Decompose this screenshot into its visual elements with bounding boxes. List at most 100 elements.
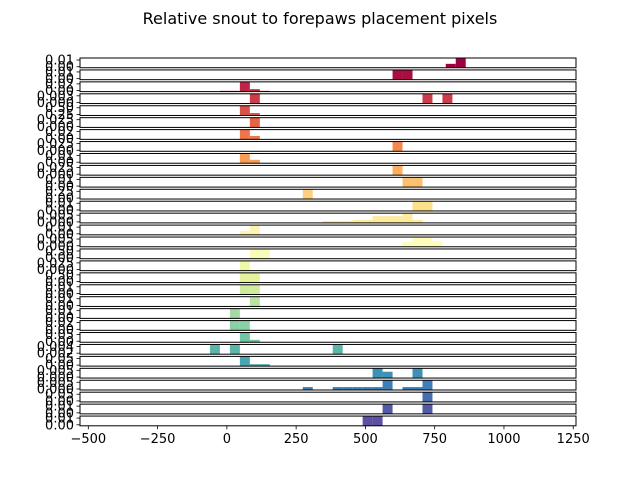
histogram-bar: [229, 320, 240, 331]
y-tick-label: 0.025: [37, 113, 74, 128]
histogram-bar: [372, 416, 383, 426]
panel-frame: [79, 200, 577, 212]
y-tick-label: 0.005: [37, 233, 74, 248]
histogram-bar: [402, 241, 413, 247]
y-tick-label: 0.01: [45, 221, 74, 236]
y-tick-label: 0.00: [45, 323, 74, 338]
y-tick-label: 0.01: [45, 149, 74, 164]
y-tick-label: 0.000: [37, 96, 74, 111]
y-tick-label: 0.05: [45, 328, 74, 343]
x-tick-label: 750: [422, 432, 447, 447]
panel-frame: [79, 272, 577, 284]
panel-frame: [79, 188, 577, 200]
x-tick-label: 500: [353, 432, 378, 447]
y-tick-label: 0.01: [45, 173, 74, 188]
panel-frame: [79, 415, 577, 427]
panel: 0.050.00: [45, 352, 577, 374]
histogram-bar: [402, 387, 413, 390]
panel-frame: [79, 284, 577, 296]
histogram-bar: [239, 230, 250, 235]
histogram-bar: [412, 237, 423, 247]
y-tick-label: 0.000: [37, 382, 74, 397]
panel-frame: [79, 367, 577, 379]
y-tick-label: 0.000: [37, 168, 74, 183]
y-tick-label: 0.00: [45, 251, 74, 266]
y-tick-label: 0.00: [45, 359, 74, 374]
histogram-bar: [372, 216, 383, 223]
y-tick-label: 0.025: [37, 256, 74, 271]
histogram-bar: [249, 89, 260, 92]
y-tick-label: 0.025: [37, 137, 74, 152]
histogram-bar: [239, 332, 250, 343]
x-tick-label: 1000: [487, 432, 520, 447]
histogram-bar: [402, 177, 413, 188]
panel: 0.010.00: [45, 173, 577, 195]
panel-frame: [79, 320, 577, 331]
histogram-bar: [455, 58, 466, 68]
y-tick-label: 0.00: [45, 275, 74, 290]
histogram-bar: [249, 135, 260, 140]
y-tick-label: 0.004: [37, 340, 74, 355]
y-tick-label: 0.00: [45, 84, 74, 99]
panel-frame: [79, 260, 577, 272]
histogram-bar: [249, 93, 260, 104]
panel: 0.010.00: [45, 65, 577, 87]
histogram-bar: [259, 364, 270, 367]
panel-frame: [79, 332, 577, 343]
panel-frame: [79, 296, 577, 307]
y-tick-label: 0.025: [37, 161, 74, 176]
histogram-bar: [412, 219, 423, 223]
histogram-bar: [249, 296, 260, 307]
histogram-bar: [239, 260, 250, 271]
histogram-bar: [249, 159, 260, 164]
panel-frame: [79, 212, 577, 224]
y-tick-label: 0.000: [37, 120, 74, 135]
panel: 0.050.00: [45, 388, 577, 409]
histogram-bar: [249, 339, 260, 343]
panel-frame: [79, 379, 577, 391]
histogram-bar: [332, 344, 343, 355]
y-tick-label: 0.01: [45, 280, 74, 295]
histogram-bar: [249, 117, 260, 128]
y-tick-label: 0.00: [45, 406, 74, 421]
y-tick-label: 0.02: [45, 77, 74, 92]
y-tick-label: 0.25: [45, 108, 74, 123]
y-tick-label: 0.00: [45, 311, 74, 326]
panel: 0.250.00: [45, 185, 577, 207]
histogram-bar: [402, 69, 413, 80]
x-tick-label: −250: [140, 432, 176, 447]
histogram-bar: [422, 404, 433, 414]
histogram-bar: [382, 371, 393, 379]
panel-frame: [79, 152, 577, 164]
histogram-bar: [412, 201, 423, 211]
y-tick-label: 0.50: [45, 268, 74, 283]
histogram-bar: [392, 141, 403, 152]
panel-frame: [79, 308, 577, 319]
histogram-bar: [432, 240, 443, 247]
histogram-bar: [302, 189, 313, 200]
y-tick-label: 0.00: [45, 287, 74, 302]
histogram-bar: [332, 387, 343, 390]
y-tick-label: 0.01: [45, 292, 74, 307]
histogram-bar: [249, 284, 260, 295]
panel-frame: [79, 343, 577, 355]
histogram-bar: [402, 213, 413, 223]
panel: 0.500.00: [45, 244, 577, 266]
y-tick-label: 0.50: [45, 244, 74, 259]
histogram-bar: [445, 63, 456, 68]
histogram-bar: [422, 392, 433, 402]
y-tick-label: 0.01: [45, 54, 74, 69]
panel-frame: [79, 403, 577, 415]
histogram-bar: [372, 368, 383, 379]
histogram-bar: [362, 387, 373, 390]
histogram-bar: [392, 69, 403, 80]
histogram-bar: [352, 387, 363, 390]
histogram-bar: [249, 364, 260, 367]
panel-frame: [79, 248, 577, 260]
panel-frame: [79, 129, 577, 140]
